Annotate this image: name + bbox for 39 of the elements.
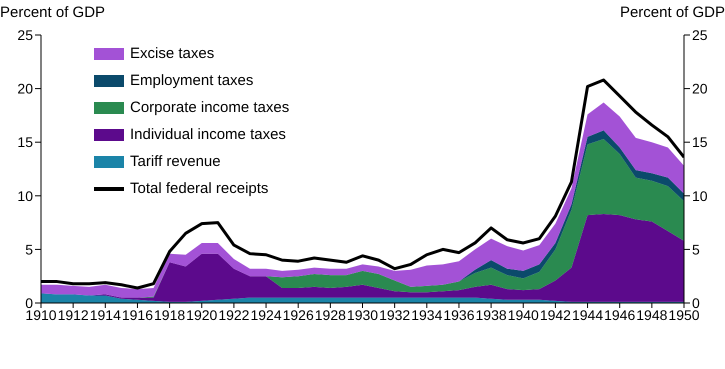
y-tick-label: 0	[25, 294, 34, 311]
x-tick-label: 1948	[636, 306, 668, 323]
x-tick-label: 1934	[411, 306, 443, 323]
x-tick-label: 1938	[476, 306, 507, 323]
legend-label: Employment taxes	[130, 72, 254, 89]
x-tick-label: 1920	[186, 306, 218, 323]
x-tick-label: 1912	[58, 306, 89, 323]
x-tick-label: 1946	[604, 306, 636, 323]
x-tick-label: 1914	[90, 306, 122, 323]
x-tick-label: 1930	[346, 306, 378, 323]
x-tick-label: 1924	[250, 306, 282, 323]
x-tick-label: 1918	[154, 306, 186, 323]
x-tick-label: 1932	[379, 306, 410, 323]
y2-tick-label: 15	[692, 134, 708, 150]
y2-axis-title: Percent of GDP	[620, 4, 725, 21]
y-tick-label: 5	[25, 241, 34, 258]
y2-tick-label: 5	[692, 241, 700, 258]
x-tick-label: 1916	[122, 306, 154, 323]
x-tick-label: 1936	[443, 306, 475, 323]
y2-tick-label: 20	[692, 80, 708, 97]
legend-label: Tariff revenue	[130, 153, 221, 170]
x-tick-label: 1942	[540, 306, 572, 323]
x-tick-label: 1940	[508, 306, 540, 323]
legend-label: Corporate income taxes	[130, 99, 290, 116]
y-tick-label: 20	[17, 80, 34, 97]
x-tick-label: 1944	[572, 306, 604, 323]
x-tick-label: 1922	[218, 306, 250, 323]
x-tick-label: 1928	[314, 306, 346, 323]
y2-tick-label: 10	[692, 188, 708, 204]
y2-tick-label: 0	[692, 294, 700, 311]
y-tick-label: 10	[17, 188, 34, 204]
y-tick-label: 25	[17, 26, 34, 43]
y2-tick-label: 25	[692, 26, 708, 43]
y-tick-label: 15	[17, 134, 34, 150]
legend-label: Total federal receipts	[130, 180, 268, 197]
y-axis-title: Percent of GDP	[0, 4, 106, 21]
legend-label: Individual income taxes	[130, 126, 286, 143]
legend-label: Excise taxes	[130, 45, 214, 62]
x-tick-label: 1926	[282, 306, 314, 323]
